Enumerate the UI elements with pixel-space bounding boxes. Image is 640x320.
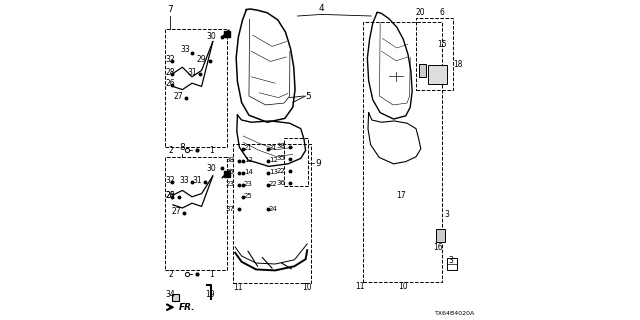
Text: 10: 10: [301, 284, 312, 292]
Text: 8: 8: [180, 143, 185, 152]
Text: 33: 33: [179, 176, 189, 185]
Text: 4: 4: [319, 4, 324, 13]
Text: 26: 26: [166, 79, 175, 88]
Text: 32: 32: [166, 55, 175, 64]
Bar: [416, 18, 453, 90]
Text: 2: 2: [169, 146, 173, 155]
Text: 32: 32: [166, 176, 175, 185]
Bar: [165, 157, 227, 270]
Text: 38: 38: [225, 157, 234, 163]
Bar: [165, 29, 227, 147]
Text: 27: 27: [173, 92, 183, 100]
Text: 1: 1: [209, 146, 214, 155]
Text: 3: 3: [449, 256, 454, 265]
Bar: [284, 138, 308, 186]
Text: 5: 5: [306, 92, 311, 100]
Text: 25: 25: [244, 194, 253, 199]
Text: 1: 1: [209, 270, 214, 279]
Text: 31: 31: [187, 68, 197, 76]
Text: 38: 38: [276, 143, 285, 149]
Text: 12: 12: [244, 157, 253, 163]
Text: 22: 22: [276, 168, 285, 173]
Text: 24: 24: [269, 206, 278, 212]
Text: 35: 35: [276, 156, 285, 161]
Text: 11: 11: [234, 284, 243, 292]
Text: 20: 20: [416, 8, 426, 17]
Bar: [233, 144, 312, 283]
Text: 21: 21: [244, 145, 253, 151]
Text: 37: 37: [225, 206, 234, 212]
Text: 11: 11: [355, 282, 365, 291]
Text: 22: 22: [269, 181, 278, 187]
Bar: [436, 229, 445, 242]
Text: 17: 17: [396, 191, 406, 200]
Text: 31: 31: [192, 176, 202, 185]
Text: 21: 21: [269, 145, 278, 151]
Text: 28: 28: [166, 191, 175, 200]
Text: 19: 19: [205, 290, 214, 299]
Bar: [172, 294, 179, 301]
Text: 18: 18: [453, 60, 462, 68]
Text: 7: 7: [167, 5, 172, 14]
Text: 12: 12: [269, 157, 278, 163]
Bar: [419, 64, 426, 77]
Bar: [428, 65, 447, 84]
Text: 6: 6: [440, 8, 445, 17]
Text: 30: 30: [206, 164, 216, 172]
Bar: [447, 258, 457, 270]
Text: 36: 36: [276, 180, 285, 186]
Text: 3: 3: [444, 210, 449, 219]
Text: 27: 27: [171, 207, 181, 216]
Text: 35: 35: [225, 169, 234, 175]
Text: 29: 29: [196, 55, 206, 64]
Text: 28: 28: [166, 68, 175, 76]
Text: 14: 14: [244, 169, 253, 175]
Text: 16: 16: [433, 244, 444, 252]
Text: 23: 23: [244, 181, 253, 187]
Text: 13: 13: [269, 169, 278, 175]
Text: 34: 34: [165, 290, 175, 299]
Text: TX64B4020A: TX64B4020A: [435, 311, 475, 316]
Text: 15: 15: [437, 40, 447, 49]
Bar: [364, 22, 442, 282]
Text: 10: 10: [398, 282, 408, 291]
Text: 23: 23: [225, 181, 234, 187]
Text: 33: 33: [180, 45, 191, 54]
Text: 9: 9: [315, 159, 321, 168]
Text: 2: 2: [169, 270, 173, 279]
Text: 30: 30: [206, 32, 216, 41]
Text: 26: 26: [166, 191, 175, 200]
Text: FR.: FR.: [179, 303, 196, 312]
